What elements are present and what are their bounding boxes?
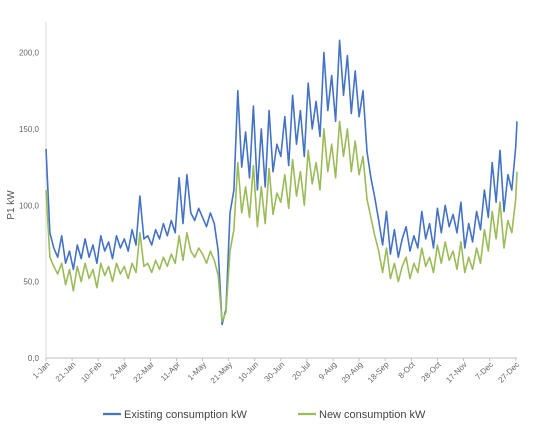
y-tick-label: 100,0 xyxy=(19,201,40,210)
y-tick-label: 200,0 xyxy=(19,49,40,58)
series-line-new xyxy=(45,120,518,323)
y-tick-label: 50,0 xyxy=(23,278,39,287)
x-tick-label: 7-Dec xyxy=(474,360,495,381)
x-tick-label: 1-Jan xyxy=(31,360,52,381)
x-tick-label: 9-Aug xyxy=(317,360,338,381)
legend-label-new: New consumption kW xyxy=(319,409,426,421)
x-tick-label: 1-May xyxy=(186,360,208,382)
series-lines xyxy=(45,39,518,326)
x-tick-label: 8-Oct xyxy=(397,360,418,381)
x-tick-label: 2-Mar xyxy=(109,360,130,381)
x-tick-label: 11-Apr xyxy=(159,360,182,383)
x-tick-label: 18-Sep xyxy=(366,360,391,385)
legend: Existing consumption kW New consumption … xyxy=(103,409,426,421)
x-tick-labels: 1-Jan 21-Jan 10-Feb 2-Mar 22-Mar 11-Apr 1-May 2… xyxy=(31,358,521,385)
x-tick-label: 17-Nov xyxy=(444,360,469,385)
x-tick-label: 27-Dec xyxy=(497,360,522,385)
x-tick-label: 30-Jun xyxy=(263,360,287,384)
series-line-existing xyxy=(45,39,518,326)
x-tick-label: 28-Oct xyxy=(419,360,443,384)
legend-label-existing: Existing consumption kW xyxy=(124,409,247,421)
y-axis-label: P1 kW xyxy=(6,190,17,220)
x-tick-label: 20-Jul xyxy=(291,360,313,382)
y-tick-labels: 0,0 50,0 100,0 150,0 200,0 xyxy=(19,49,40,363)
x-tick-label: 21-May xyxy=(209,360,234,385)
y-tick-label: 0,0 xyxy=(28,354,40,363)
y-tick-label: 150,0 xyxy=(19,125,40,134)
x-tick-label: 21-Jan xyxy=(54,360,78,384)
x-tick-label: 10-Jun xyxy=(237,360,261,384)
x-tick-label: 10-Feb xyxy=(79,360,104,385)
x-tick-label: 29-Aug xyxy=(340,360,365,385)
x-tick-label: 22-Mar xyxy=(132,360,157,385)
